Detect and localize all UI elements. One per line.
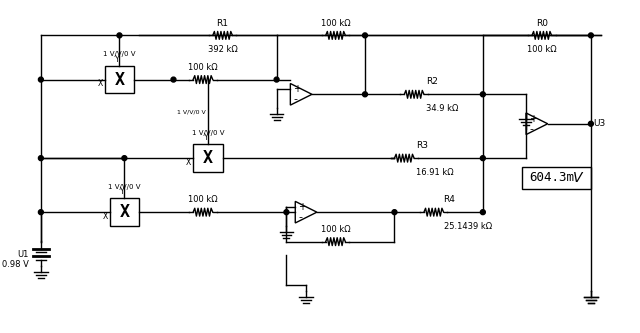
Text: 0.98 V: 0.98 V — [2, 260, 29, 269]
Text: 100 kΩ: 100 kΩ — [321, 19, 350, 28]
Text: R3: R3 — [416, 141, 428, 150]
Text: U3: U3 — [593, 119, 605, 128]
Bar — [522, 167, 591, 188]
Circle shape — [362, 33, 367, 38]
Circle shape — [117, 33, 122, 38]
Text: 16.91 kΩ: 16.91 kΩ — [416, 168, 454, 177]
Circle shape — [481, 210, 485, 215]
Text: R0: R0 — [536, 19, 548, 28]
Text: 1 V/V/0 V: 1 V/V/0 V — [177, 110, 206, 115]
Text: 34.9 kΩ: 34.9 kΩ — [426, 104, 458, 113]
Text: 100 kΩ: 100 kΩ — [188, 195, 218, 204]
Text: +: + — [529, 114, 537, 124]
Circle shape — [38, 210, 44, 215]
Text: +: + — [293, 84, 301, 94]
Text: +: + — [298, 202, 306, 212]
Text: V: V — [573, 171, 583, 185]
Circle shape — [122, 156, 127, 161]
Text: U1: U1 — [18, 250, 29, 259]
Text: X: X — [102, 211, 108, 220]
Circle shape — [392, 210, 397, 215]
Text: 1 V/V/0 V: 1 V/V/0 V — [108, 183, 141, 189]
Text: R4: R4 — [444, 195, 456, 204]
Text: X: X — [97, 79, 103, 88]
Circle shape — [38, 156, 44, 161]
Circle shape — [588, 33, 593, 38]
Circle shape — [481, 92, 485, 97]
Text: 25.1439 kΩ: 25.1439 kΩ — [444, 222, 492, 231]
Bar — [109, 198, 139, 226]
Text: Y: Y — [115, 55, 120, 64]
Text: 1 V/V/0 V: 1 V/V/0 V — [103, 51, 136, 57]
Circle shape — [38, 77, 44, 82]
Circle shape — [362, 92, 367, 97]
Text: X: X — [186, 158, 191, 166]
Circle shape — [284, 210, 289, 215]
Text: 100 kΩ: 100 kΩ — [527, 45, 557, 54]
Text: X: X — [120, 203, 129, 221]
Text: -: - — [298, 212, 302, 222]
Text: 392 kΩ: 392 kΩ — [208, 45, 237, 54]
Text: Y: Y — [204, 134, 208, 143]
Text: 100 kΩ: 100 kΩ — [188, 63, 218, 72]
Text: Y: Y — [120, 187, 125, 196]
Circle shape — [588, 121, 593, 126]
Text: 100 kΩ: 100 kΩ — [321, 225, 350, 234]
Text: 1 V/V/0 V: 1 V/V/0 V — [191, 130, 224, 136]
Circle shape — [481, 156, 485, 161]
Text: X: X — [115, 71, 124, 89]
Text: X: X — [203, 149, 213, 167]
Circle shape — [171, 77, 176, 82]
Bar — [193, 145, 223, 172]
Text: 604.3m: 604.3m — [529, 171, 574, 184]
Text: -: - — [293, 94, 298, 104]
Text: R2: R2 — [426, 78, 438, 87]
Text: -: - — [529, 124, 533, 134]
Bar — [105, 66, 134, 93]
Text: R1: R1 — [216, 19, 228, 28]
Circle shape — [274, 77, 279, 82]
